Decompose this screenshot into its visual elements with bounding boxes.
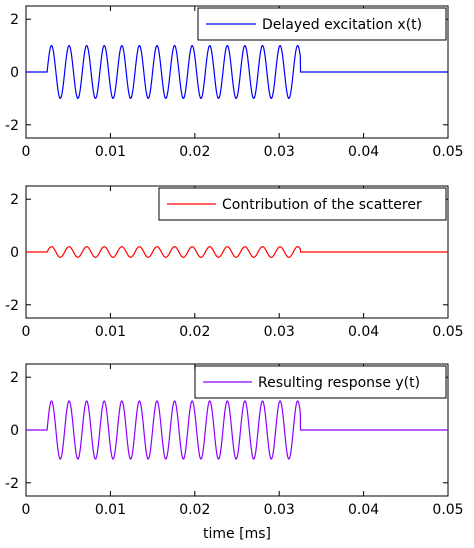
legend-label: Contribution of the scatterer — [222, 197, 422, 213]
x-tick-label: 0.02 — [179, 144, 210, 160]
x-tick-label: 0.02 — [179, 324, 210, 340]
x-tick-label: 0.01 — [95, 502, 126, 518]
x-tick-label: 0.04 — [348, 324, 379, 340]
x-tick-label: 0.01 — [95, 324, 126, 340]
y-tick-label: 0 — [10, 65, 19, 81]
x-tick-label: 0.04 — [348, 144, 379, 160]
x-tick-label: 0.01 — [95, 144, 126, 160]
x-tick-label: 0.03 — [264, 144, 295, 160]
legend-label: Delayed excitation x(t) — [262, 17, 422, 33]
y-tick-label: 2 — [10, 370, 19, 386]
y-tick-label: 2 — [10, 192, 19, 208]
x-tick-label: 0.05 — [432, 144, 463, 160]
legend-label: Resulting response y(t) — [258, 375, 420, 391]
x-tick-label: 0.03 — [264, 502, 295, 518]
x-axis-label: time [ms] — [203, 526, 271, 542]
x-tick-label: 0.03 — [264, 324, 295, 340]
series-line — [26, 44, 448, 100]
x-tick-label: 0.02 — [179, 502, 210, 518]
y-tick-label: -2 — [5, 118, 19, 134]
x-tick-label: 0 — [22, 144, 31, 160]
y-tick-label: 0 — [10, 423, 19, 439]
y-tick-label: -2 — [5, 298, 19, 314]
x-tick-label: 0 — [22, 324, 31, 340]
series-line — [26, 246, 448, 258]
series-line — [26, 400, 448, 460]
y-tick-label: 0 — [10, 245, 19, 261]
x-tick-label: 0.05 — [432, 502, 463, 518]
x-tick-label: 0.05 — [432, 324, 463, 340]
y-tick-label: -2 — [5, 476, 19, 492]
x-tick-label: 0 — [22, 502, 31, 518]
y-tick-label: 2 — [10, 12, 19, 28]
x-tick-label: 0.04 — [348, 502, 379, 518]
